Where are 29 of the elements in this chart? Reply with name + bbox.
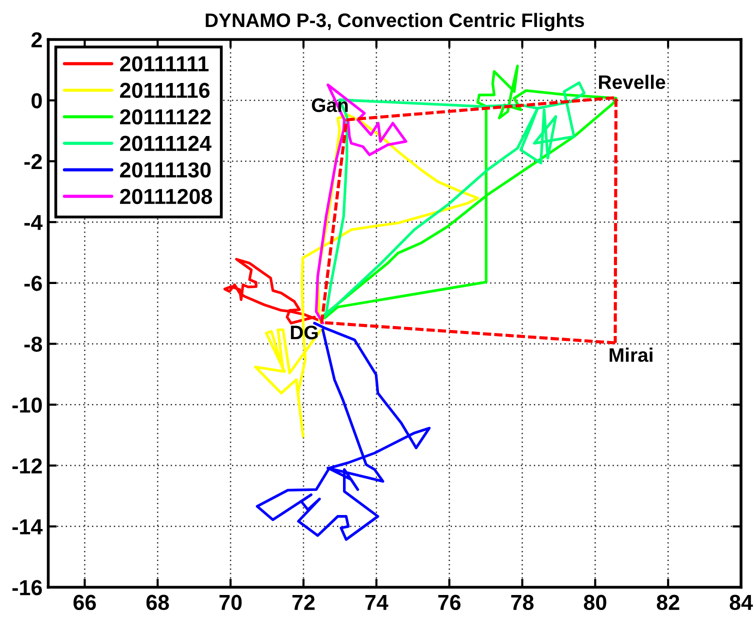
y-tick-label: -10 xyxy=(12,397,42,413)
legend-label: 20111116 xyxy=(120,82,210,98)
y-tick-label: 2 xyxy=(31,32,42,48)
y-tick-label: -2 xyxy=(24,154,42,170)
y-tick-label: -14 xyxy=(12,519,43,534)
legend-label: 20111130 xyxy=(120,162,211,178)
y-tick-label: -8 xyxy=(24,336,42,352)
legend-label: 20111124 xyxy=(120,136,212,152)
x-tick-label: 72 xyxy=(292,594,315,610)
x-tick-label: 78 xyxy=(511,594,534,610)
y-tick-label: 0 xyxy=(32,93,42,108)
x-tick-label: 68 xyxy=(146,594,169,610)
y-tick-label: -16 xyxy=(12,580,42,596)
x-tick-label: 70 xyxy=(220,594,242,610)
x-tick-label: 84 xyxy=(730,594,753,610)
legend-label: 20111111 xyxy=(120,56,209,72)
legend-label: 20111208 xyxy=(120,188,212,204)
y-tick-label: -4 xyxy=(24,215,43,230)
annotation: Mirai xyxy=(610,348,652,362)
y-tick-label: -12 xyxy=(12,458,42,474)
chart-title: DYNAMO P-3, Convection Centric Flights xyxy=(206,12,584,32)
annotation: Revelle xyxy=(599,74,666,90)
y-tick-label: -6 xyxy=(24,276,42,291)
x-tick-label: 80 xyxy=(584,594,606,610)
x-tick-label: 66 xyxy=(74,594,96,610)
x-tick-label: 82 xyxy=(656,594,680,610)
x-tick-label: 74 xyxy=(365,595,388,610)
legend-label: 20111122 xyxy=(120,109,211,125)
x-tick-label: 76 xyxy=(438,594,461,610)
